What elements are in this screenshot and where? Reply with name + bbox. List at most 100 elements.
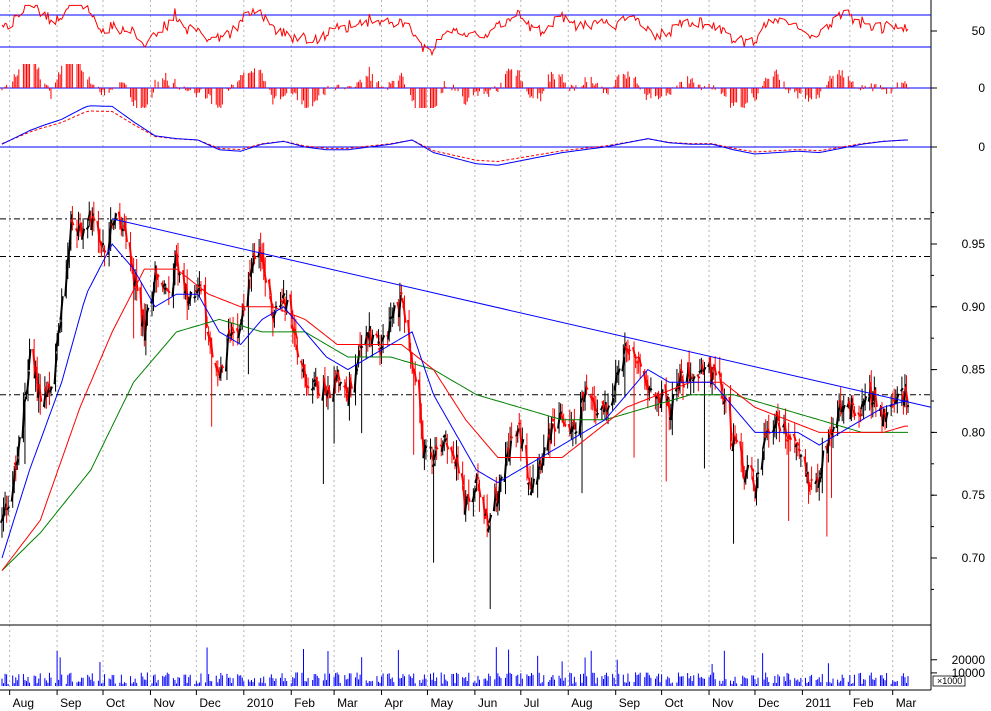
candle-body (486, 525, 491, 532)
candle-body (261, 252, 266, 274)
candle-body (762, 437, 767, 449)
candle-body (613, 374, 618, 391)
candle-body (763, 431, 768, 439)
candle-body (820, 450, 825, 479)
candle-body (167, 289, 171, 294)
candle-body (263, 270, 268, 283)
candle-body (258, 246, 263, 262)
candle-body (246, 279, 251, 307)
candle-body (378, 347, 382, 356)
candle-body (633, 354, 638, 360)
candle-body (600, 405, 604, 411)
candle-body (583, 388, 588, 403)
candle-body (622, 343, 627, 354)
candle-body (410, 352, 415, 372)
candle-body (578, 406, 583, 436)
candle-body (528, 477, 532, 490)
candle-body (788, 434, 793, 441)
candle-body (808, 484, 812, 488)
rsi-line (1, 4, 909, 57)
candle-body (760, 451, 765, 470)
candle-body (783, 421, 788, 437)
candle-body (87, 210, 92, 221)
candle-body (817, 477, 822, 489)
candle-body (677, 370, 682, 389)
candle-body (315, 376, 320, 395)
month-label: Nov (153, 696, 174, 710)
candle-body (719, 378, 724, 392)
month-label: Dec (199, 696, 220, 710)
candle-body (795, 441, 800, 447)
candle-body (477, 483, 482, 498)
candle-body (300, 360, 304, 368)
candle-body (117, 211, 122, 229)
candle-body (171, 277, 176, 297)
trendline (112, 218, 932, 408)
candle-body (303, 364, 308, 385)
candle-body (649, 387, 653, 392)
candle-body (451, 451, 456, 460)
candle-body (871, 401, 875, 406)
month-label: May (430, 696, 453, 710)
candle-body (101, 242, 105, 246)
candle-body (145, 307, 150, 316)
price-tick-label: 0.95 (962, 237, 986, 251)
candle-body (76, 223, 81, 237)
candle-body (731, 436, 736, 452)
candle-body (498, 476, 503, 484)
candle-body (267, 279, 272, 296)
candle-body (852, 409, 857, 417)
candle-body (338, 381, 343, 387)
candle-body (593, 406, 598, 413)
candle-body (68, 214, 73, 244)
month-label: Aug (571, 696, 592, 710)
candle-body (139, 287, 144, 326)
candle-body (218, 365, 223, 379)
candle-body (492, 492, 497, 512)
candle-body (508, 440, 513, 462)
candle-body (108, 219, 113, 239)
ma-slow-line (1, 318, 908, 571)
price-tick-label: 0.70 (962, 551, 986, 565)
candle-body (531, 478, 536, 493)
candle-body (873, 390, 878, 407)
candle-body (691, 376, 696, 382)
candle-body (570, 424, 575, 433)
candle-body (616, 368, 621, 376)
candle-body (316, 392, 321, 397)
candle-body (420, 425, 425, 455)
candle-body (176, 255, 180, 275)
candle-body (906, 404, 910, 408)
price-panel (0, 201, 932, 609)
candle-body (766, 428, 771, 435)
candle-body (38, 384, 43, 402)
candle-body (552, 423, 557, 432)
candle-body (494, 487, 499, 501)
candle-body (35, 366, 40, 396)
month-label: Nov (712, 696, 733, 710)
macd-panel (0, 105, 931, 166)
candle-body (604, 404, 609, 415)
candle-body (67, 241, 72, 257)
candle-body (205, 324, 209, 327)
candle-body (574, 430, 578, 435)
candle-body (751, 476, 756, 489)
candle-body (27, 349, 32, 371)
candle-body (595, 412, 600, 416)
candle-body (900, 387, 904, 392)
candle-body (488, 514, 493, 523)
candle-body (335, 369, 340, 381)
candle-body (53, 353, 58, 385)
candle-body (293, 328, 298, 339)
candle-body (3, 503, 8, 514)
candle-body (803, 456, 808, 472)
candle-body (831, 426, 835, 436)
candle-body (442, 434, 447, 438)
candle-body (471, 494, 476, 503)
candle-body (625, 348, 630, 355)
candle-body (81, 228, 86, 240)
candle-body (602, 401, 607, 413)
candle-body (806, 473, 811, 492)
candle-body (463, 499, 468, 515)
candle-body (462, 485, 467, 510)
